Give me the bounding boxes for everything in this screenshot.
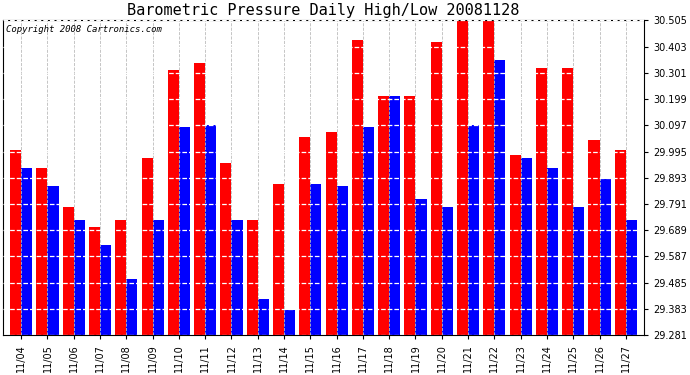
Text: Copyright 2008 Cartronics.com: Copyright 2008 Cartronics.com <box>6 25 162 34</box>
Bar <box>284 310 295 335</box>
Bar <box>247 220 258 335</box>
Bar <box>378 96 389 335</box>
Bar <box>352 40 363 335</box>
Bar <box>589 140 600 335</box>
Bar <box>468 124 479 335</box>
Bar <box>299 137 310 335</box>
Bar <box>626 220 637 335</box>
Bar <box>37 168 48 335</box>
Bar <box>494 60 505 335</box>
Bar <box>179 127 190 335</box>
Bar <box>326 132 337 335</box>
Bar <box>63 207 74 335</box>
Bar <box>547 168 558 335</box>
Bar <box>415 199 426 335</box>
Bar <box>389 96 400 335</box>
Bar <box>126 279 137 335</box>
Bar <box>115 220 126 335</box>
Bar <box>600 178 611 335</box>
Bar <box>442 207 453 335</box>
Bar <box>273 184 284 335</box>
Bar <box>510 155 521 335</box>
Bar <box>404 96 415 335</box>
Bar <box>220 163 231 335</box>
Bar <box>536 68 547 335</box>
Bar <box>457 14 468 335</box>
Bar <box>562 68 573 335</box>
Bar <box>205 124 216 335</box>
Bar <box>89 227 100 335</box>
Bar <box>521 158 532 335</box>
Bar <box>194 63 205 335</box>
Bar <box>573 207 584 335</box>
Bar <box>141 158 152 335</box>
Bar <box>363 127 374 335</box>
Bar <box>74 220 85 335</box>
Bar <box>483 14 494 335</box>
Bar <box>21 168 32 335</box>
Bar <box>168 70 179 335</box>
Bar <box>615 150 626 335</box>
Bar <box>310 184 322 335</box>
Bar <box>231 220 242 335</box>
Bar <box>100 245 111 335</box>
Bar <box>10 150 21 335</box>
Bar <box>258 300 269 335</box>
Bar <box>337 186 348 335</box>
Bar <box>48 186 59 335</box>
Title: Barometric Pressure Daily High/Low 20081128: Barometric Pressure Daily High/Low 20081… <box>127 3 520 18</box>
Bar <box>152 220 164 335</box>
Bar <box>431 42 442 335</box>
